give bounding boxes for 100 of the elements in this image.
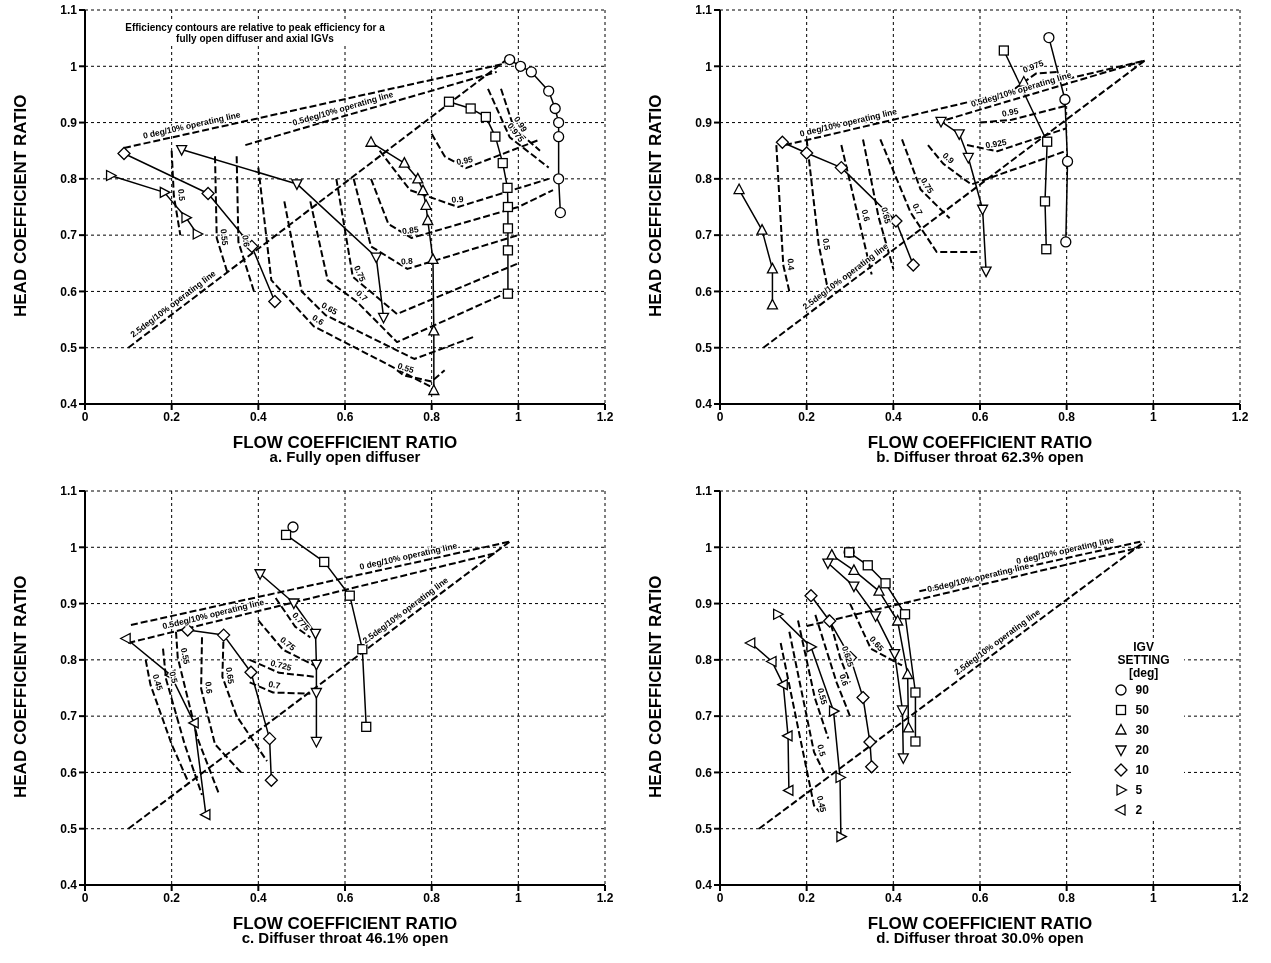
x-tick-label: 0.6 (336, 409, 354, 424)
legend-label: 20 (1135, 742, 1149, 757)
annotation: 0.65 (879, 206, 893, 225)
annotation: 0.95 (455, 154, 474, 167)
x-tick-label: 0.2 (798, 409, 816, 424)
y-tick-label: 0.4 (695, 397, 713, 412)
x-tick-label: 0.4 (249, 890, 267, 905)
annotation: 0.7 (267, 678, 282, 691)
annotation: 0.55 (396, 360, 416, 376)
y-tick-label: 0.4 (60, 878, 78, 893)
y-tick-label: 0.8 (695, 653, 713, 668)
y-tick-label: 0.8 (60, 172, 78, 187)
y-tick-label: 0.4 (60, 397, 78, 412)
x-tick-label: 0.2 (798, 890, 816, 905)
y-tick-label: 1.1 (695, 3, 713, 18)
legend-label: 10 (1135, 762, 1149, 777)
annotation: 0.625 (839, 644, 856, 669)
x-tick-label: 0 (716, 890, 724, 905)
x-tick-label: 0.2 (163, 890, 181, 905)
annotation: 0.45 (814, 794, 829, 814)
x-tick-label: 1.2 (1231, 409, 1249, 424)
annotation: Efficiency contours are relative to peak efficiency for a fully open diffuser and axial IGVs (125, 22, 385, 44)
x-tick-label: 1 (514, 409, 522, 424)
y-tick-label: 0.4 (695, 878, 713, 893)
y-axis-title: HEAD COEFFICIENT RATIO (11, 575, 31, 798)
x-tick-label: 0.6 (971, 890, 989, 905)
y-tick-label: 1 (70, 540, 78, 555)
y-tick-label: 0.9 (60, 596, 78, 611)
annotation: 0.65 (223, 666, 237, 685)
annotation: 0.5 (815, 743, 828, 758)
y-tick-label: 0.5 (60, 340, 78, 355)
annotation: 0.55 (178, 646, 192, 666)
y-tick-label: 1 (70, 59, 78, 74)
y-tick-label: 1.1 (60, 484, 78, 499)
annotation: 0.5 (820, 237, 833, 251)
annotation: 0.9 (451, 193, 465, 205)
y-tick-label: 0.7 (695, 709, 713, 724)
legend-title: IGV SETTING [deg] (1116, 639, 1171, 680)
y-axis-title: HEAD COEFFICIENT RATIO (646, 575, 666, 798)
annotation: 0 deg/10% operating line (358, 540, 459, 572)
x-tick-label: 1.2 (596, 409, 614, 424)
y-tick-label: 1 (705, 540, 713, 555)
x-tick-label: 0.6 (336, 890, 354, 905)
x-tick-label: 1 (514, 890, 522, 905)
y-tick-label: 0.6 (60, 765, 78, 780)
annotation: 0.6 (837, 672, 851, 688)
y-tick-label: 0.7 (695, 228, 713, 243)
y-tick-label: 0.8 (695, 172, 713, 187)
x-tick-label: 0.6 (971, 409, 989, 424)
annotation: 0.75 (351, 264, 368, 284)
y-tick-label: 0.5 (695, 821, 713, 836)
y-tick-label: 0.7 (60, 709, 78, 724)
annotation: 0.85 (401, 224, 420, 237)
annotation: 0.975 (1021, 57, 1046, 75)
legend-label: 50 (1135, 702, 1149, 717)
y-tick-label: 0.7 (60, 228, 78, 243)
x-tick-label: 0.2 (163, 409, 181, 424)
x-tick-label: 0.8 (1058, 409, 1076, 424)
y-tick-label: 0.5 (695, 340, 713, 355)
y-tick-label: 0.6 (695, 765, 713, 780)
y-tick-label: 1.1 (60, 3, 78, 18)
annotation: 0.6 (240, 234, 252, 248)
annotation: 0 deg/10% operating line (798, 106, 899, 139)
y-tick-label: 0.8 (60, 653, 78, 668)
annotation: 0.925 (984, 136, 1008, 151)
annotation: 0.5 (167, 670, 180, 685)
legend-label: 2 (1135, 802, 1143, 817)
annotation: 0.6 (203, 681, 215, 695)
y-tick-label: 0.6 (695, 284, 713, 299)
legend-label: 30 (1135, 722, 1149, 737)
y-tick-label: 0.5 (60, 821, 78, 836)
legend-label: 5 (1135, 782, 1143, 797)
x-tick-label: 0.4 (884, 890, 902, 905)
annotation: 0.8 (400, 255, 414, 267)
x-tick-label: 0 (81, 890, 89, 905)
legend-label: 90 (1135, 682, 1149, 697)
y-tick-label: 0.6 (60, 284, 78, 299)
y-axis-title: HEAD COEFFICIENT RATIO (11, 94, 31, 317)
x-tick-label: 0.8 (423, 409, 441, 424)
annotation: 0.55 (815, 686, 830, 706)
x-tick-label: 0.8 (423, 890, 441, 905)
y-tick-label: 1 (705, 59, 713, 74)
x-tick-label: 1.2 (596, 890, 614, 905)
x-tick-label: 1 (1149, 890, 1157, 905)
y-tick-label: 0.9 (695, 115, 713, 130)
y-tick-label: 0.9 (695, 596, 713, 611)
annotation: 0.6 (859, 208, 873, 223)
annotation: 0.4 (785, 257, 797, 271)
x-tick-label: 1.2 (1231, 890, 1249, 905)
x-tick-label: 0.4 (884, 409, 902, 424)
x-tick-label: 1 (1149, 409, 1157, 424)
x-tick-label: 0 (81, 409, 89, 424)
annotation: 0.7 (910, 201, 925, 217)
x-tick-label: 0.8 (1058, 890, 1076, 905)
y-tick-label: 0.9 (60, 115, 78, 130)
annotation: 0.7 (354, 288, 370, 304)
x-tick-label: 0.4 (249, 409, 267, 424)
annotation: 0.95 (1001, 105, 1020, 119)
annotation: 0.5 (175, 188, 188, 202)
annotation: 0.9 (940, 150, 957, 166)
